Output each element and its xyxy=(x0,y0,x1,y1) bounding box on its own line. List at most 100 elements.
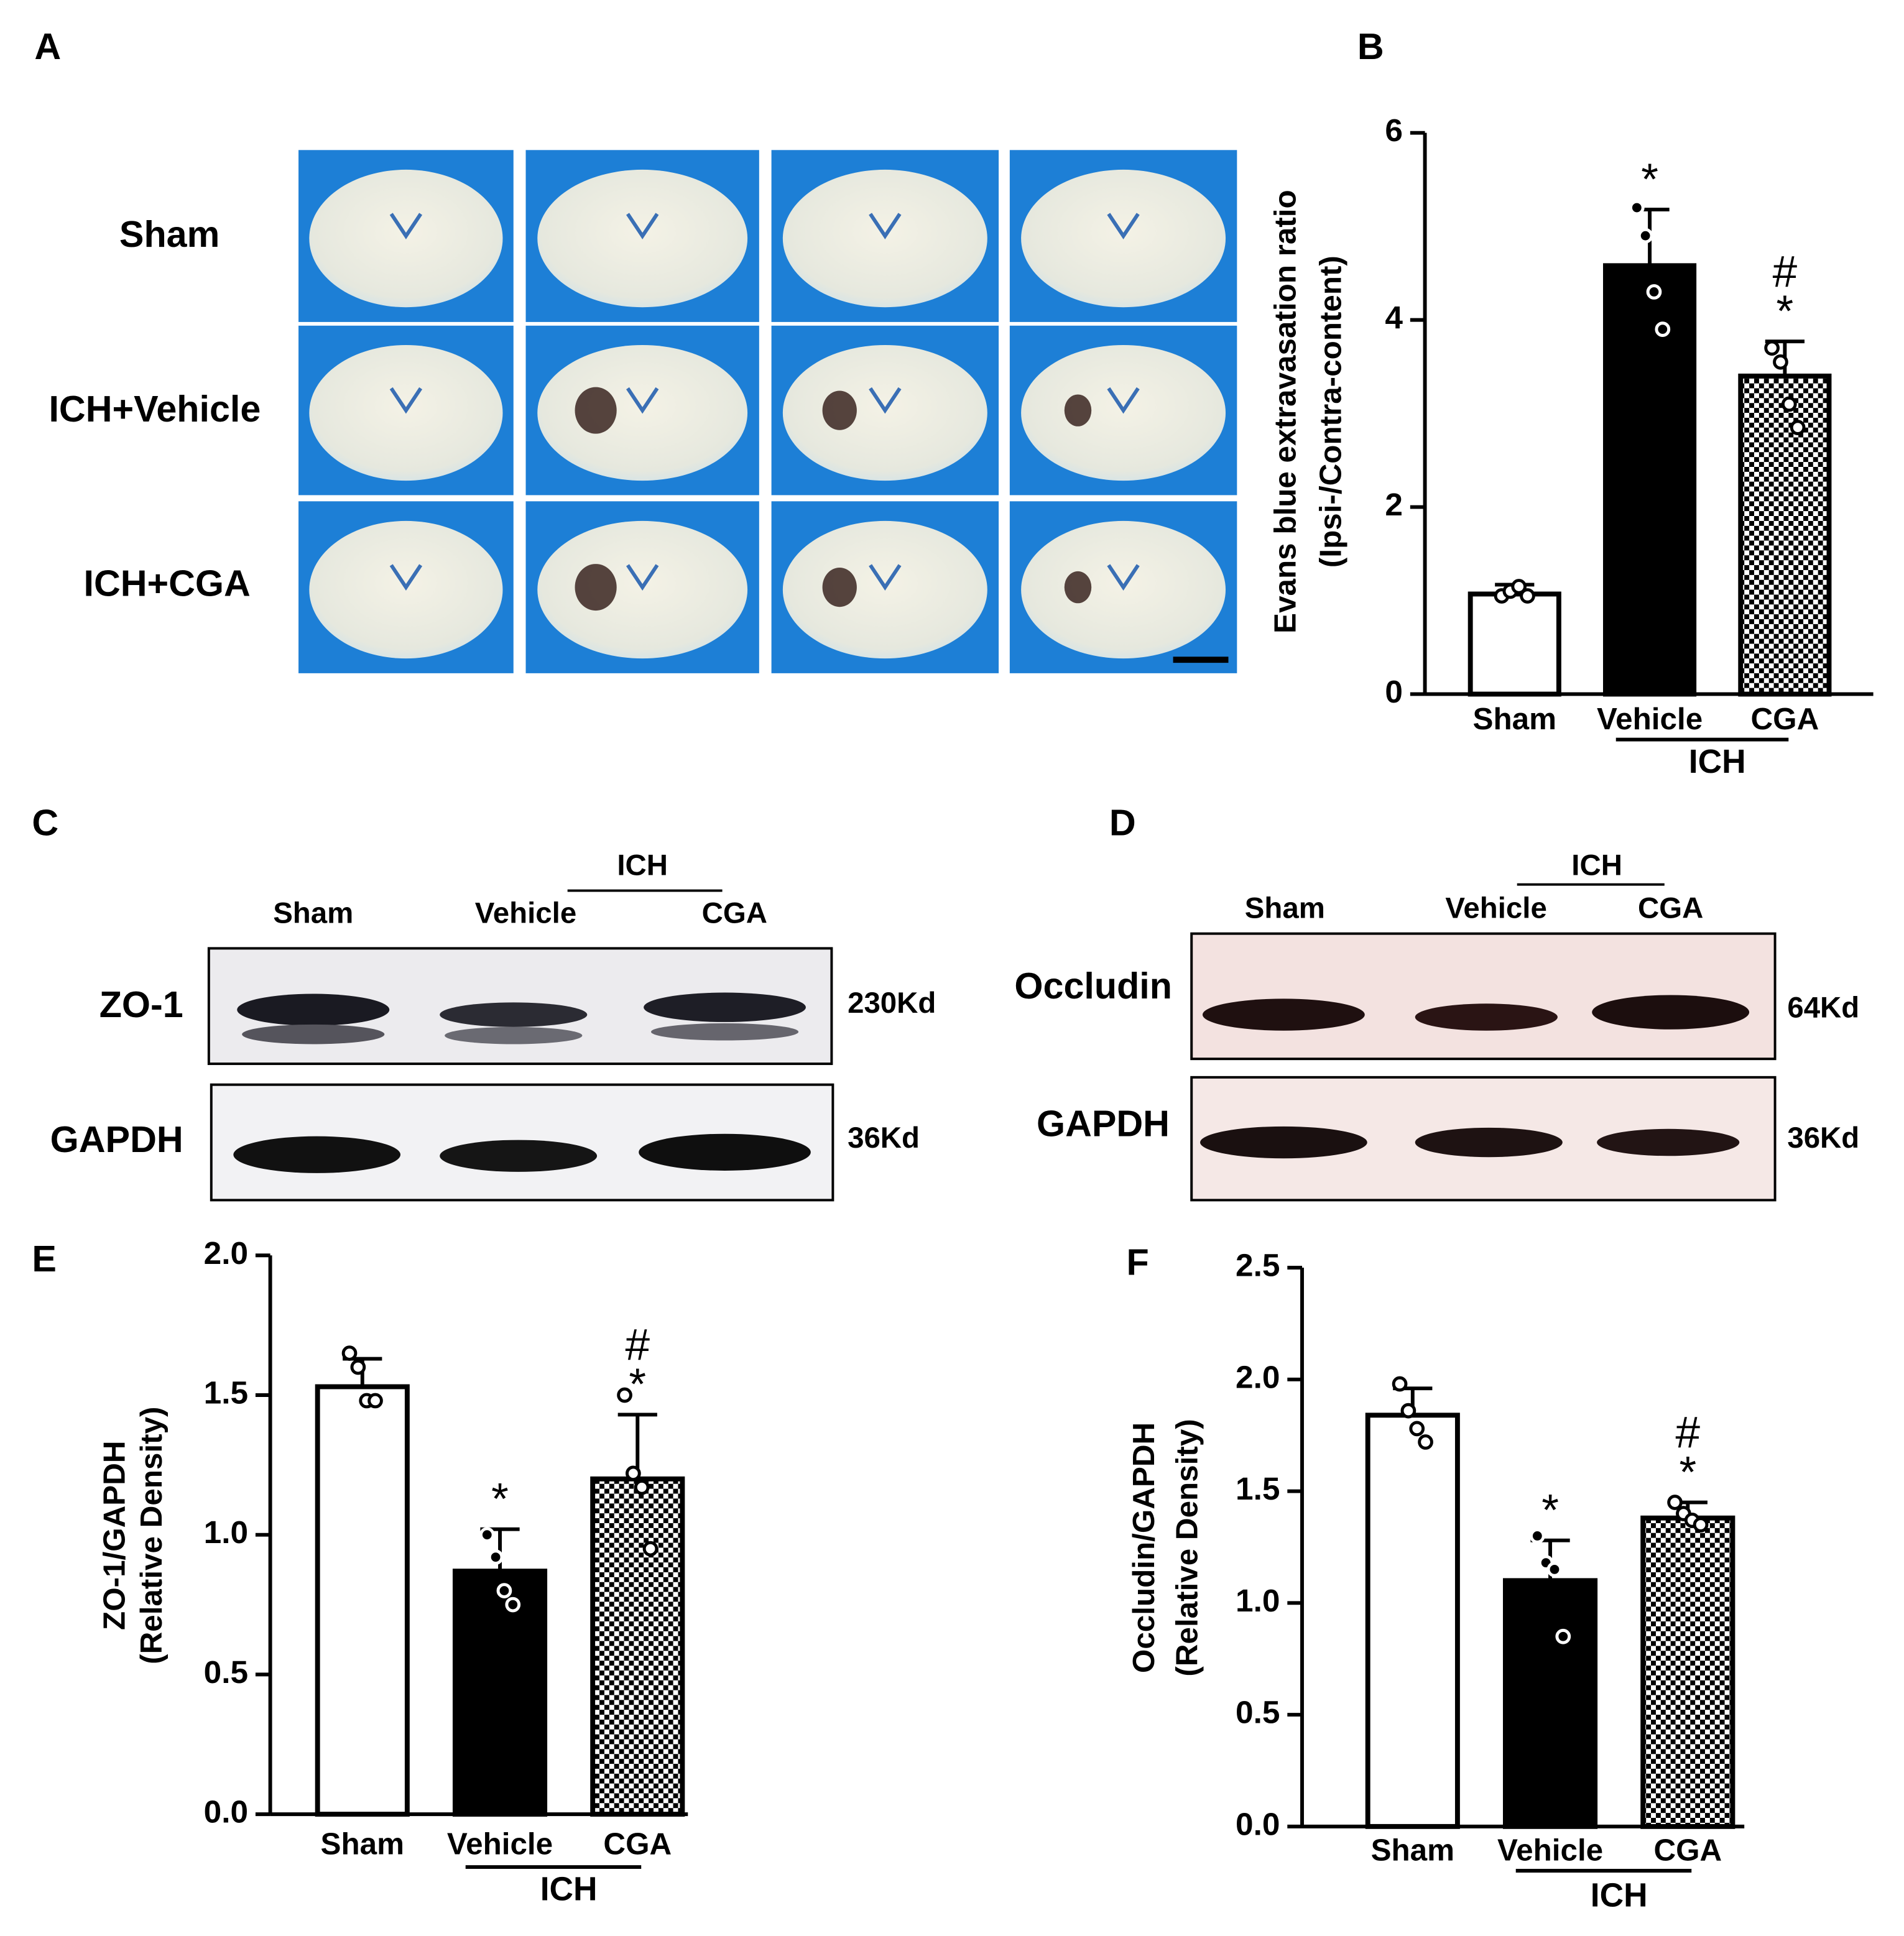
panel-letter: B xyxy=(1357,25,1384,67)
data-point xyxy=(1693,1517,1709,1533)
y-axis-label: Evans blue extravasation ratio xyxy=(1268,190,1302,633)
row-label: Sham xyxy=(119,213,220,255)
significance-mark: # xyxy=(625,1321,650,1370)
bar xyxy=(1640,1515,1735,1829)
y-tick-label: 1.0 xyxy=(204,1514,248,1550)
y-tick-label: 1.5 xyxy=(204,1375,248,1411)
ventricle xyxy=(626,564,659,591)
data-point xyxy=(1781,396,1797,412)
y-tick-label: 2.0 xyxy=(1236,1359,1280,1394)
bar xyxy=(315,1384,410,1817)
ventricle xyxy=(626,213,659,239)
blot-size: 36Kd xyxy=(848,1122,920,1155)
significance-mark: * xyxy=(629,1360,646,1409)
blot-size: 64Kd xyxy=(1787,992,1859,1025)
data-point xyxy=(1646,284,1662,300)
data-point xyxy=(350,1359,366,1375)
brain-slices xyxy=(298,150,1237,673)
significance-mark: # xyxy=(1676,1409,1701,1458)
data-point xyxy=(1655,321,1671,337)
ventricle xyxy=(869,564,902,591)
ventricle xyxy=(389,213,423,239)
panel-letter: E xyxy=(32,1238,57,1279)
y-axis-label: (Ipsi-/Contra-content) xyxy=(1313,256,1347,568)
data-point xyxy=(1392,1376,1408,1392)
panel-letter: F xyxy=(1127,1242,1149,1283)
group-label: ICH xyxy=(1689,744,1746,780)
group-label: ICH xyxy=(1591,1878,1648,1914)
significance-mark: * xyxy=(1777,287,1794,336)
bar xyxy=(1603,263,1697,697)
y-axis-label: ZO-1/GAPDH xyxy=(98,1440,132,1630)
data-point xyxy=(1637,228,1653,244)
data-point xyxy=(1790,420,1806,435)
data-point xyxy=(496,1583,512,1598)
significance-mark: * xyxy=(1541,1486,1559,1535)
data-point xyxy=(1418,1434,1433,1450)
blot-size: 36Kd xyxy=(1787,1122,1859,1155)
data-point xyxy=(367,1393,383,1409)
data-point xyxy=(1667,1495,1683,1510)
x-tick-label: CGA xyxy=(1653,1833,1722,1867)
lane-label: CGA xyxy=(702,897,767,930)
x-tick-label: Vehicle xyxy=(1497,1833,1603,1867)
y-tick-label: 0.5 xyxy=(1236,1695,1280,1730)
significance-mark: * xyxy=(491,1475,509,1524)
x-tick-label: Vehicle xyxy=(1597,702,1703,736)
row-label: ICH+Vehicle xyxy=(49,388,261,430)
y-tick-label: 1.0 xyxy=(1236,1583,1280,1618)
y-tick-label: 1.5 xyxy=(1236,1471,1280,1506)
data-point xyxy=(1511,579,1527,594)
ventricle xyxy=(389,564,423,591)
y-tick-label: 0.5 xyxy=(204,1654,248,1690)
y-tick-label: 0 xyxy=(1385,674,1403,709)
x-tick-label: Sham xyxy=(321,1827,404,1861)
data-point xyxy=(1546,1562,1563,1577)
significance-mark: * xyxy=(1641,155,1658,204)
data-point xyxy=(1629,200,1645,216)
y-tick-label: 4 xyxy=(1385,300,1403,335)
hematoma xyxy=(1064,394,1092,426)
ventricle xyxy=(1107,564,1140,591)
bar xyxy=(452,1569,548,1817)
panel-letter: D xyxy=(1109,802,1136,844)
ventricle xyxy=(869,387,902,414)
ventricle xyxy=(1107,387,1140,414)
x-tick-label: Sham xyxy=(1473,702,1556,736)
hematoma xyxy=(575,387,617,434)
bar xyxy=(1365,1413,1460,1829)
hematoma xyxy=(1064,571,1092,604)
data-point xyxy=(479,1527,495,1543)
y-tick-label: 6 xyxy=(1385,113,1403,148)
bar xyxy=(1503,1578,1598,1829)
data-point xyxy=(1555,1628,1571,1644)
data-point xyxy=(505,1597,521,1613)
blot-label: GAPDH xyxy=(1037,1102,1170,1144)
lane-label: Sham xyxy=(273,897,353,930)
lane-label: CGA xyxy=(1638,892,1703,925)
x-tick-label: Sham xyxy=(1371,1833,1454,1867)
lane-label: Sham xyxy=(1245,892,1325,925)
data-point xyxy=(642,1541,659,1557)
data-point xyxy=(1400,1403,1416,1419)
data-point xyxy=(634,1479,650,1495)
x-tick-label: CGA xyxy=(1751,702,1819,736)
group-label: ICH xyxy=(1571,849,1622,882)
y-tick-label: 2 xyxy=(1385,487,1403,522)
significance-mark: # xyxy=(1773,247,1798,297)
row-label: ICH+CGA xyxy=(84,562,251,604)
hematoma xyxy=(575,564,617,611)
panel-letter: C xyxy=(32,802,58,844)
data-point xyxy=(617,1387,632,1403)
group-label: ICH xyxy=(540,1871,598,1908)
lane-label: Vehicle xyxy=(475,897,576,930)
bar xyxy=(1738,373,1832,697)
y-axis-label: (Relative Density) xyxy=(1170,1419,1204,1676)
ventricle xyxy=(389,387,423,414)
y-tick-label: 2.5 xyxy=(1236,1248,1280,1283)
group-label: ICH xyxy=(617,849,668,882)
ventricle xyxy=(869,213,902,239)
western-blot xyxy=(1190,883,1777,1202)
